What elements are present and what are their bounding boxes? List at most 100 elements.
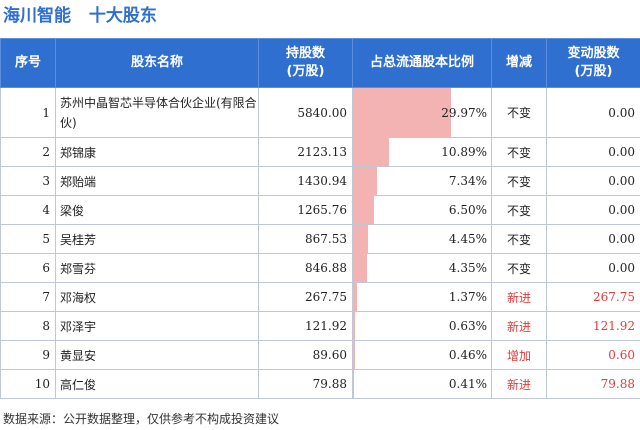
holding-value: 846.88: [258, 253, 353, 283]
change-status: 新进: [491, 369, 547, 399]
holding-value: 121.92: [258, 311, 353, 341]
row-index: 6: [0, 253, 56, 283]
change-status: 不变: [491, 224, 547, 254]
row-index: 1: [0, 87, 56, 138]
shareholder-name: 郑雪芬: [55, 253, 259, 283]
ratio-cell: 0.63%: [352, 311, 492, 341]
holding-value: 2123.13: [258, 137, 353, 167]
change-status: 不变: [491, 137, 547, 167]
ratio-bar: [353, 196, 375, 224]
shareholder-name: 高仁俊: [55, 369, 259, 399]
delta-value: 0.00: [546, 195, 640, 225]
table-row: 7 邓海权 267.75 1.37% 新进 267.75: [0, 282, 640, 312]
header-change: 增减: [491, 38, 547, 88]
table-row: 1 苏州中晶智芯半导体合伙企业(有限合伙) 5840.00 29.97% 不变 0.00: [0, 87, 640, 138]
company-name: 海川智能: [3, 6, 71, 26]
delta-value: 121.92: [546, 311, 640, 341]
row-index: 7: [0, 282, 56, 312]
ratio-value: 29.97%: [441, 105, 487, 120]
page-title: 海川智能 十大股东: [3, 2, 157, 30]
table-row: 3 郑贻端 1430.94 7.34% 不变 0.00: [0, 166, 640, 196]
change-status: 不变: [491, 253, 547, 283]
ratio-value: 10.89%: [441, 145, 487, 159]
ratio-value: 0.46%: [448, 348, 487, 362]
table-row: 9 黄显安 89.60 0.46% 增加 0.60: [0, 340, 640, 370]
top-shareholders-table: 序号 股东名称 持股数 (万股) 占总流通股本比例 增减 变动股数 (万股) 1…: [0, 38, 640, 399]
table-row: 10 高仁俊 79.88 0.41% 新进 79.88: [0, 369, 640, 399]
row-index: 2: [0, 137, 56, 167]
shareholder-name: 梁俊: [55, 195, 259, 225]
table-row: 5 吴桂芳 867.53 4.45% 不变 0.00: [0, 224, 640, 254]
change-status: 增加: [491, 340, 547, 370]
change-status: 不变: [491, 87, 547, 138]
ratio-bar: [353, 225, 368, 253]
holding-value: 89.60: [258, 340, 353, 370]
holding-value: 867.53: [258, 224, 353, 254]
delta-value: 0.00: [546, 253, 640, 283]
change-status: 新进: [491, 282, 547, 312]
row-index: 4: [0, 195, 56, 225]
delta-value: 0.00: [546, 87, 640, 138]
row-index: 10: [0, 369, 56, 399]
ratio-value: 7.34%: [448, 174, 487, 188]
ratio-cell: 1.37%: [352, 282, 492, 312]
shareholder-name: 吴桂芳: [55, 224, 259, 254]
ratio-value: 0.41%: [448, 377, 487, 391]
row-index: 9: [0, 340, 56, 370]
ratio-cell: 6.50%: [352, 195, 492, 225]
ratio-bar: [353, 341, 355, 369]
ratio-value: 4.35%: [448, 261, 487, 275]
shareholder-name: 黄显安: [55, 340, 259, 370]
change-status: 不变: [491, 166, 547, 196]
ratio-bar: [353, 167, 377, 195]
change-status: 不变: [491, 195, 547, 225]
table-header-row: 序号 股东名称 持股数 (万股) 占总流通股本比例 增减 变动股数 (万股): [0, 38, 640, 88]
table-row: 8 邓泽宇 121.92 0.63% 新进 121.92: [0, 311, 640, 341]
ratio-cell: 4.35%: [352, 253, 492, 283]
table-row: 2 郑锦康 2123.13 10.89% 不变 0.00: [0, 137, 640, 167]
table-row: 6 郑雪芬 846.88 4.35% 不变 0.00: [0, 253, 640, 283]
shareholder-name: 邓泽宇: [55, 311, 259, 341]
header-index: 序号: [0, 38, 56, 88]
holding-value: 1265.76: [258, 195, 353, 225]
ratio-value: 6.50%: [448, 203, 487, 217]
row-index: 3: [0, 166, 56, 196]
ratio-value: 0.63%: [448, 319, 487, 333]
ratio-cell: 0.41%: [352, 369, 492, 399]
header-delta: 变动股数 (万股): [546, 38, 640, 88]
holding-value: 5840.00: [258, 87, 353, 138]
ratio-cell: 10.89%: [352, 137, 492, 167]
delta-value: 0.00: [546, 224, 640, 254]
shareholder-name: 郑锦康: [55, 137, 259, 167]
delta-value: 267.75: [546, 282, 640, 312]
ratio-cell: 29.97%: [352, 87, 492, 138]
ratio-cell: 4.45%: [352, 224, 492, 254]
holding-value: 267.75: [258, 282, 353, 312]
delta-value: 0.00: [546, 166, 640, 196]
data-source-note: 数据来源：公开数据整理，仅供参考不构成投资建议: [3, 412, 280, 426]
change-status: 新进: [491, 311, 547, 341]
ratio-bar: [353, 312, 356, 340]
shareholder-name: 邓海权: [55, 282, 259, 312]
ratio-bar: [353, 138, 389, 166]
holding-value: 1430.94: [258, 166, 353, 196]
ratio-bar: [353, 254, 368, 282]
header-holding: 持股数 (万股): [258, 38, 353, 88]
ratio-cell: 7.34%: [352, 166, 492, 196]
ratio-value: 4.45%: [448, 232, 487, 246]
holding-value: 79.88: [258, 369, 353, 399]
table-row: 4 梁俊 1265.76 6.50% 不变 0.00: [0, 195, 640, 225]
delta-value: 0.60: [546, 340, 640, 370]
delta-value: 0.00: [546, 137, 640, 167]
delta-value: 79.88: [546, 369, 640, 399]
shareholder-name: 苏州中晶智芯半导体合伙企业(有限合伙): [55, 87, 259, 138]
shareholder-name: 郑贻端: [55, 166, 259, 196]
ratio-bar: [353, 88, 451, 137]
row-index: 5: [0, 224, 56, 254]
ratio-bar: [353, 370, 355, 398]
ratio-cell: 0.46%: [352, 340, 492, 370]
table-subtitle: 十大股东: [88, 6, 157, 26]
ratio-bar: [353, 283, 358, 311]
header-name: 股东名称: [55, 38, 259, 88]
row-index: 8: [0, 311, 56, 341]
